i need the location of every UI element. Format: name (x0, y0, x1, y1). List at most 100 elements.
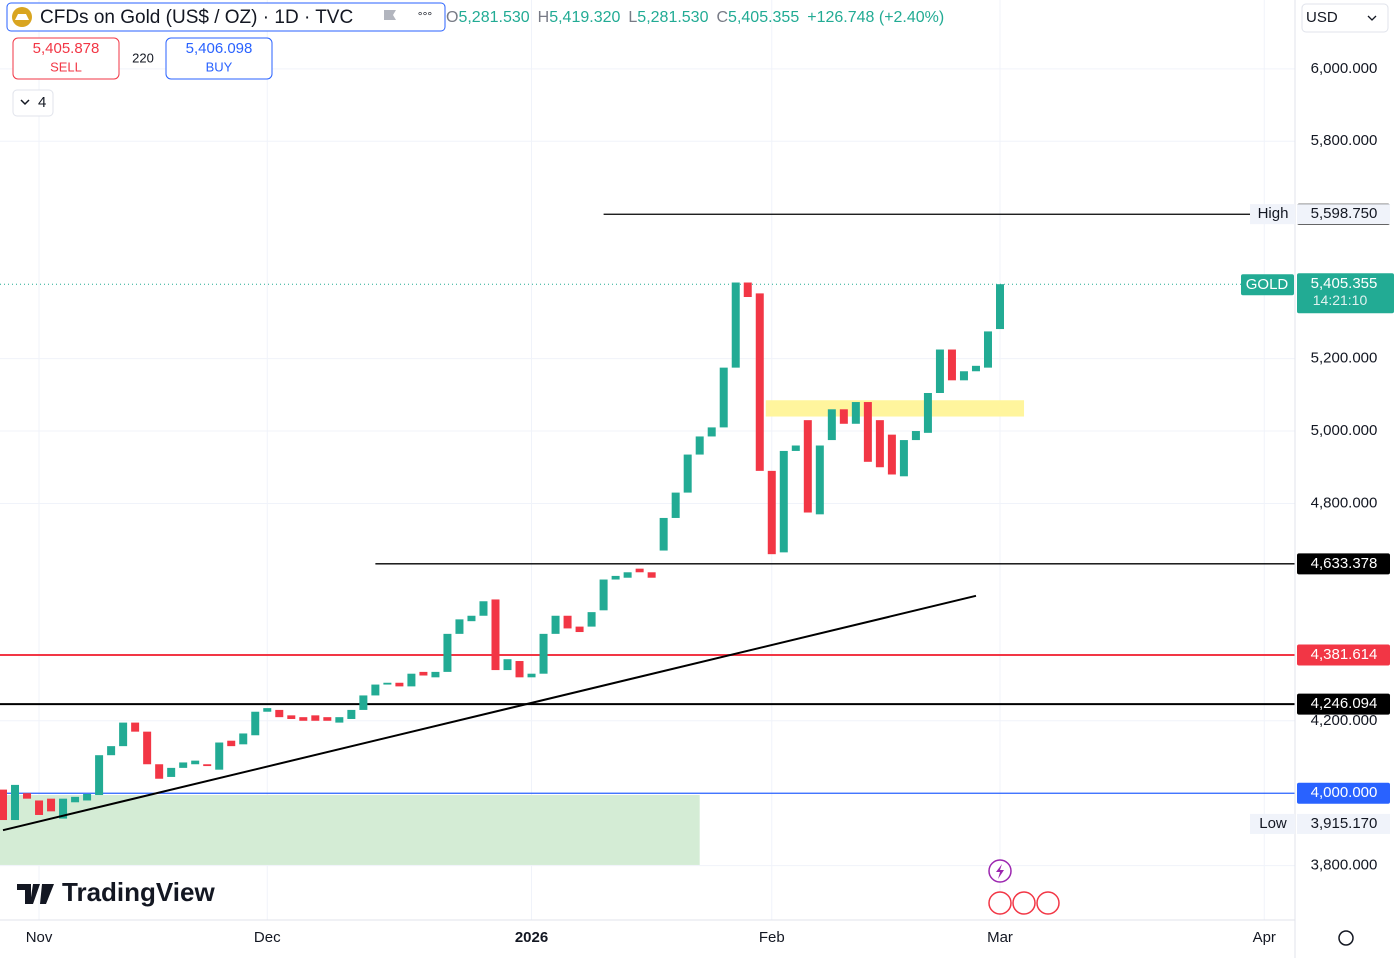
candle-body (971, 365, 980, 372)
symbol-tag (1241, 274, 1294, 296)
ohlc-values: O5,281.530 H5,419.320 L5,281.530 C5,405.355… (446, 9, 944, 26)
x-tick-label: Dec (254, 929, 281, 946)
price-line-label-box (1297, 782, 1390, 804)
symbol-tag-label: GOLD (1246, 276, 1289, 293)
candle-body (887, 434, 896, 475)
candle-body (635, 568, 644, 573)
candle-body (143, 731, 152, 765)
candle-body (227, 740, 236, 747)
countdown: 14:21:10 (1313, 292, 1368, 308)
candle-body (203, 764, 212, 767)
candle-body (299, 717, 308, 721)
y-tick-label: 4,800.000 (1311, 494, 1378, 511)
candle-body (23, 793, 32, 799)
candle-body (59, 798, 68, 819)
candle-body (383, 682, 392, 685)
high-value: 5,598.750 (1311, 205, 1378, 222)
logo-icon (17, 884, 54, 904)
x-tick-label: Mar (987, 929, 1013, 946)
candle-body (263, 708, 272, 712)
candle-body (431, 671, 440, 678)
candle-body (215, 742, 224, 770)
ohlc-key: L (628, 9, 637, 26)
currency-button[interactable] (1301, 3, 1389, 33)
candle-body (107, 746, 116, 756)
event-flag[interactable] (1012, 891, 1036, 915)
candle-body (779, 450, 788, 553)
candle-body (419, 671, 428, 676)
price-line-label: 4,246.094 (1311, 695, 1378, 712)
candle-body (959, 371, 968, 381)
event-flag[interactable] (1036, 891, 1060, 915)
candle-body (11, 784, 20, 821)
candle-body (239, 733, 248, 745)
candle-body (467, 615, 476, 622)
high-value-box (1297, 204, 1390, 225)
candle-body (167, 767, 176, 777)
price-line-label: 4,381.614 (1311, 646, 1378, 663)
settings-icon[interactable] (1338, 930, 1354, 946)
candle-body (47, 798, 56, 812)
candle-body (647, 572, 656, 578)
last-price: 5,405.355 (1311, 275, 1378, 292)
x-tick-label: Feb (759, 929, 785, 946)
candle-body (503, 659, 512, 671)
candle-body (791, 445, 800, 451)
candle-body (0, 789, 7, 821)
symbol-box[interactable] (6, 2, 446, 32)
candle-body (527, 673, 536, 678)
y-tick-label: 5,200.000 (1311, 350, 1378, 367)
ohlc-value: 5,419.320 (549, 9, 620, 26)
low-label: Low (1259, 815, 1287, 832)
gold-bars-icon (15, 14, 29, 20)
candle-body (935, 349, 944, 393)
last-price-box (1297, 273, 1394, 314)
candle-body (455, 619, 464, 634)
ohlc-value: 5,405.355 (728, 9, 799, 26)
candle-body (119, 722, 128, 747)
candle-body (287, 715, 296, 719)
lightning (996, 864, 1004, 879)
more-button[interactable]: °°° (418, 9, 433, 23)
flag-icon[interactable] (384, 10, 396, 20)
candle-body (911, 431, 920, 441)
candle-body (587, 612, 596, 627)
indicators-toggle[interactable] (12, 89, 54, 117)
symbol-title: CFDs on Gold (US$ / OZ) · 1D · TVC (40, 7, 353, 28)
buy-button[interactable] (165, 37, 273, 80)
price-line-label: 4,633.378 (1311, 555, 1378, 572)
candle-body (71, 796, 80, 803)
candle-body (275, 709, 284, 718)
sell-button[interactable] (12, 37, 120, 80)
candle-body (923, 392, 932, 433)
logo: TradingView (62, 877, 215, 907)
price-line-label-box (1297, 644, 1390, 666)
candle-body (491, 599, 500, 671)
candle-body (443, 633, 452, 672)
candle-body (863, 402, 872, 462)
y-tick-label: 5,800.000 (1311, 132, 1378, 149)
candle-body (335, 717, 344, 723)
change: +126.748 (+2.40%) (807, 9, 944, 26)
chevron (20, 99, 30, 106)
chevron (1367, 15, 1377, 21)
price-line-label-box (1297, 553, 1390, 575)
price-line-label-box (1297, 693, 1390, 715)
zone (765, 400, 1025, 417)
candle-body (347, 709, 356, 719)
candle-body (996, 284, 1004, 330)
y-tick-label: 4,200.000 (1311, 712, 1378, 729)
candle-body (539, 633, 548, 674)
candle-body (815, 445, 824, 515)
y-tick-label: 3,800.000 (1311, 857, 1378, 874)
event-flag[interactable] (988, 891, 1012, 915)
buy-price: 5,406.098 (186, 40, 253, 57)
candle-body (179, 762, 188, 768)
candle-body (191, 760, 200, 765)
x-tick-label: Apr (1253, 929, 1276, 946)
candle-body (851, 402, 860, 424)
candle-body (395, 682, 404, 687)
ohlc-key: H (538, 9, 550, 26)
sell-price: 5,405.878 (33, 40, 100, 57)
